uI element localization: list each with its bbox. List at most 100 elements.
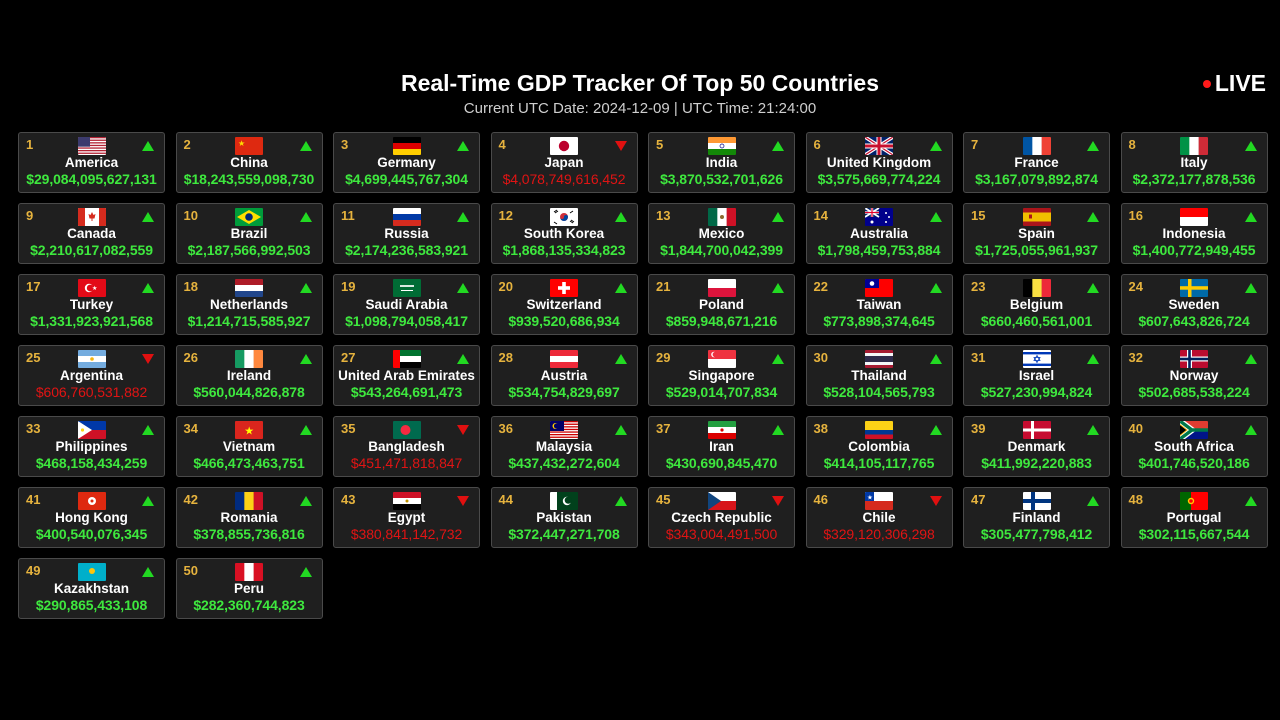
country-card: 46 ★ Chile $329,120,306,298 (805, 487, 953, 548)
gdp-value: $1,868,135,334,823 (502, 242, 626, 258)
sa-flag-icon (392, 279, 421, 297)
rank-number: 43 (341, 492, 356, 507)
gdp-value: $4,078,749,616,452 (502, 171, 626, 187)
country-card: 25 Argentina $606,760,531,882 (18, 345, 165, 406)
rank-number: 27 (341, 350, 356, 365)
country-name: Taiwan (856, 297, 902, 312)
rank-number: 10 (183, 208, 198, 223)
th-flag-icon (865, 350, 893, 368)
gdp-value: $2,187,566,992,503 (187, 242, 311, 258)
country-card: 2 ★ China $18,243,559,098,730 (175, 132, 323, 193)
country-name: Belgium (1009, 297, 1064, 312)
gdp-value: $2,210,617,082,559 (30, 242, 153, 258)
country-name: Israel (1018, 368, 1055, 383)
country-name: Switzerland (526, 297, 602, 312)
jp-flag-icon (550, 137, 578, 155)
country-card: 1 America $29,084,095,627,131 (18, 132, 165, 193)
country-card: 19 Saudi Arabia $1,098,794,058,417 (333, 274, 480, 335)
rank-number: 3 (341, 137, 349, 152)
arrow-up-icon (299, 425, 312, 435)
rank-number: 19 (341, 279, 356, 294)
gdp-value: $414,105,117,765 (823, 455, 935, 471)
gdp-value: $534,754,829,697 (508, 384, 620, 400)
co-flag-icon (865, 421, 893, 439)
hk-flag-icon (77, 492, 106, 510)
arrow-up-icon (457, 212, 469, 222)
gdp-value: $939,520,686,934 (508, 313, 620, 329)
rank-number: 8 (1128, 137, 1136, 152)
ru-flag-icon (392, 208, 421, 226)
country-name: Chile (862, 510, 896, 525)
country-card: 23 Belgium $660,460,561,001 (963, 274, 1110, 335)
fr-flag-icon (1022, 137, 1051, 155)
country-name: Finland (1012, 510, 1061, 525)
arrow-up-icon (929, 212, 942, 222)
gdp-value: $29,084,095,627,131 (26, 171, 157, 187)
country-name: Kazakhstan (53, 581, 130, 596)
rank-number: 25 (26, 350, 41, 365)
country-name: Czech Republic (671, 510, 772, 525)
country-card: 12 South Korea $1,868,135,334,823 (490, 203, 638, 264)
country-card: 6 United Kingdom $3,575,669,774,224 (805, 132, 953, 193)
arrow-up-icon (929, 283, 942, 293)
rank-number: 17 (26, 279, 41, 294)
rank-number: 29 (656, 350, 671, 365)
gdp-value: $372,447,271,708 (508, 526, 620, 542)
country-card: 5 India $3,870,532,701,626 (648, 132, 795, 193)
pe-flag-icon (235, 563, 263, 581)
mx-flag-icon (707, 208, 736, 226)
rank-number: 35 (341, 421, 356, 436)
arrow-up-icon (1087, 141, 1099, 151)
country-name: America (64, 155, 119, 170)
country-card: 29 Singapore $529,014,707,834 (648, 345, 795, 406)
arrow-up-icon (299, 283, 312, 293)
pk-flag-icon (550, 492, 578, 510)
arrow-up-icon (142, 283, 154, 293)
country-card: 40 South Africa $401,746,520,186 (1120, 416, 1268, 477)
cl-flag-icon: ★ (865, 492, 893, 510)
gdp-value: $3,167,079,892,874 (975, 171, 1098, 187)
page-header: Real-Time GDP Tracker Of Top 50 Countrie… (0, 68, 1280, 119)
country-card: 30 Thailand $528,104,565,793 (805, 345, 953, 406)
gdp-value: $607,643,826,724 (1138, 313, 1250, 329)
rank-number: 9 (26, 208, 34, 223)
rank-number: 22 (813, 279, 828, 294)
gdp-value: $1,214,715,585,927 (187, 313, 311, 329)
arrow-up-icon (1244, 212, 1257, 222)
arrow-up-icon (1244, 496, 1257, 506)
my-flag-icon (550, 421, 578, 439)
live-dot-icon (1202, 79, 1211, 88)
arrow-up-icon (1087, 354, 1099, 364)
country-card: 32 Norway $502,685,538,224 (1120, 345, 1268, 406)
gdp-value: $2,174,236,583,921 (345, 242, 468, 258)
country-grid: 1 America $29,084,095,627,131 2 ★ China $18,24… (18, 132, 1268, 619)
arrow-up-icon (1087, 283, 1099, 293)
rank-number: 48 (1128, 492, 1143, 507)
country-card: 13 Mexico $1,844,700,042,399 (648, 203, 795, 264)
ca-flag-icon (77, 208, 106, 226)
country-name: France (1014, 155, 1059, 170)
pt-flag-icon (1180, 492, 1208, 510)
id-flag-icon (1180, 208, 1208, 226)
country-card: 26 Ireland $560,044,826,878 (175, 345, 323, 406)
country-name: China (230, 155, 268, 170)
country-card: 14 Australia $1,798,459,753,884 (805, 203, 953, 264)
country-name: Norway (1169, 368, 1219, 383)
country-name: Argentina (59, 368, 123, 383)
arrow-up-icon (1244, 354, 1257, 364)
gdp-value: $1,798,459,753,884 (817, 242, 941, 258)
country-name: Thailand (851, 368, 907, 383)
country-name: Netherlands (209, 297, 289, 312)
country-card: 48 Portugal $302,115,667,544 (1120, 487, 1268, 548)
kr-flag-icon (550, 208, 578, 226)
country-card: 39 Denmark $411,992,220,883 (963, 416, 1110, 477)
in-flag-icon (707, 137, 736, 155)
country-name: Bangladesh (368, 439, 445, 454)
country-card: 38 Colombia $414,105,117,765 (805, 416, 953, 477)
arrow-up-icon (1087, 496, 1099, 506)
arrow-up-icon (614, 425, 627, 435)
country-card: 4 Japan $4,078,749,616,452 (490, 132, 638, 193)
cz-flag-icon (707, 492, 736, 510)
de-flag-icon (392, 137, 421, 155)
gdp-value: $3,575,669,774,224 (817, 171, 941, 187)
